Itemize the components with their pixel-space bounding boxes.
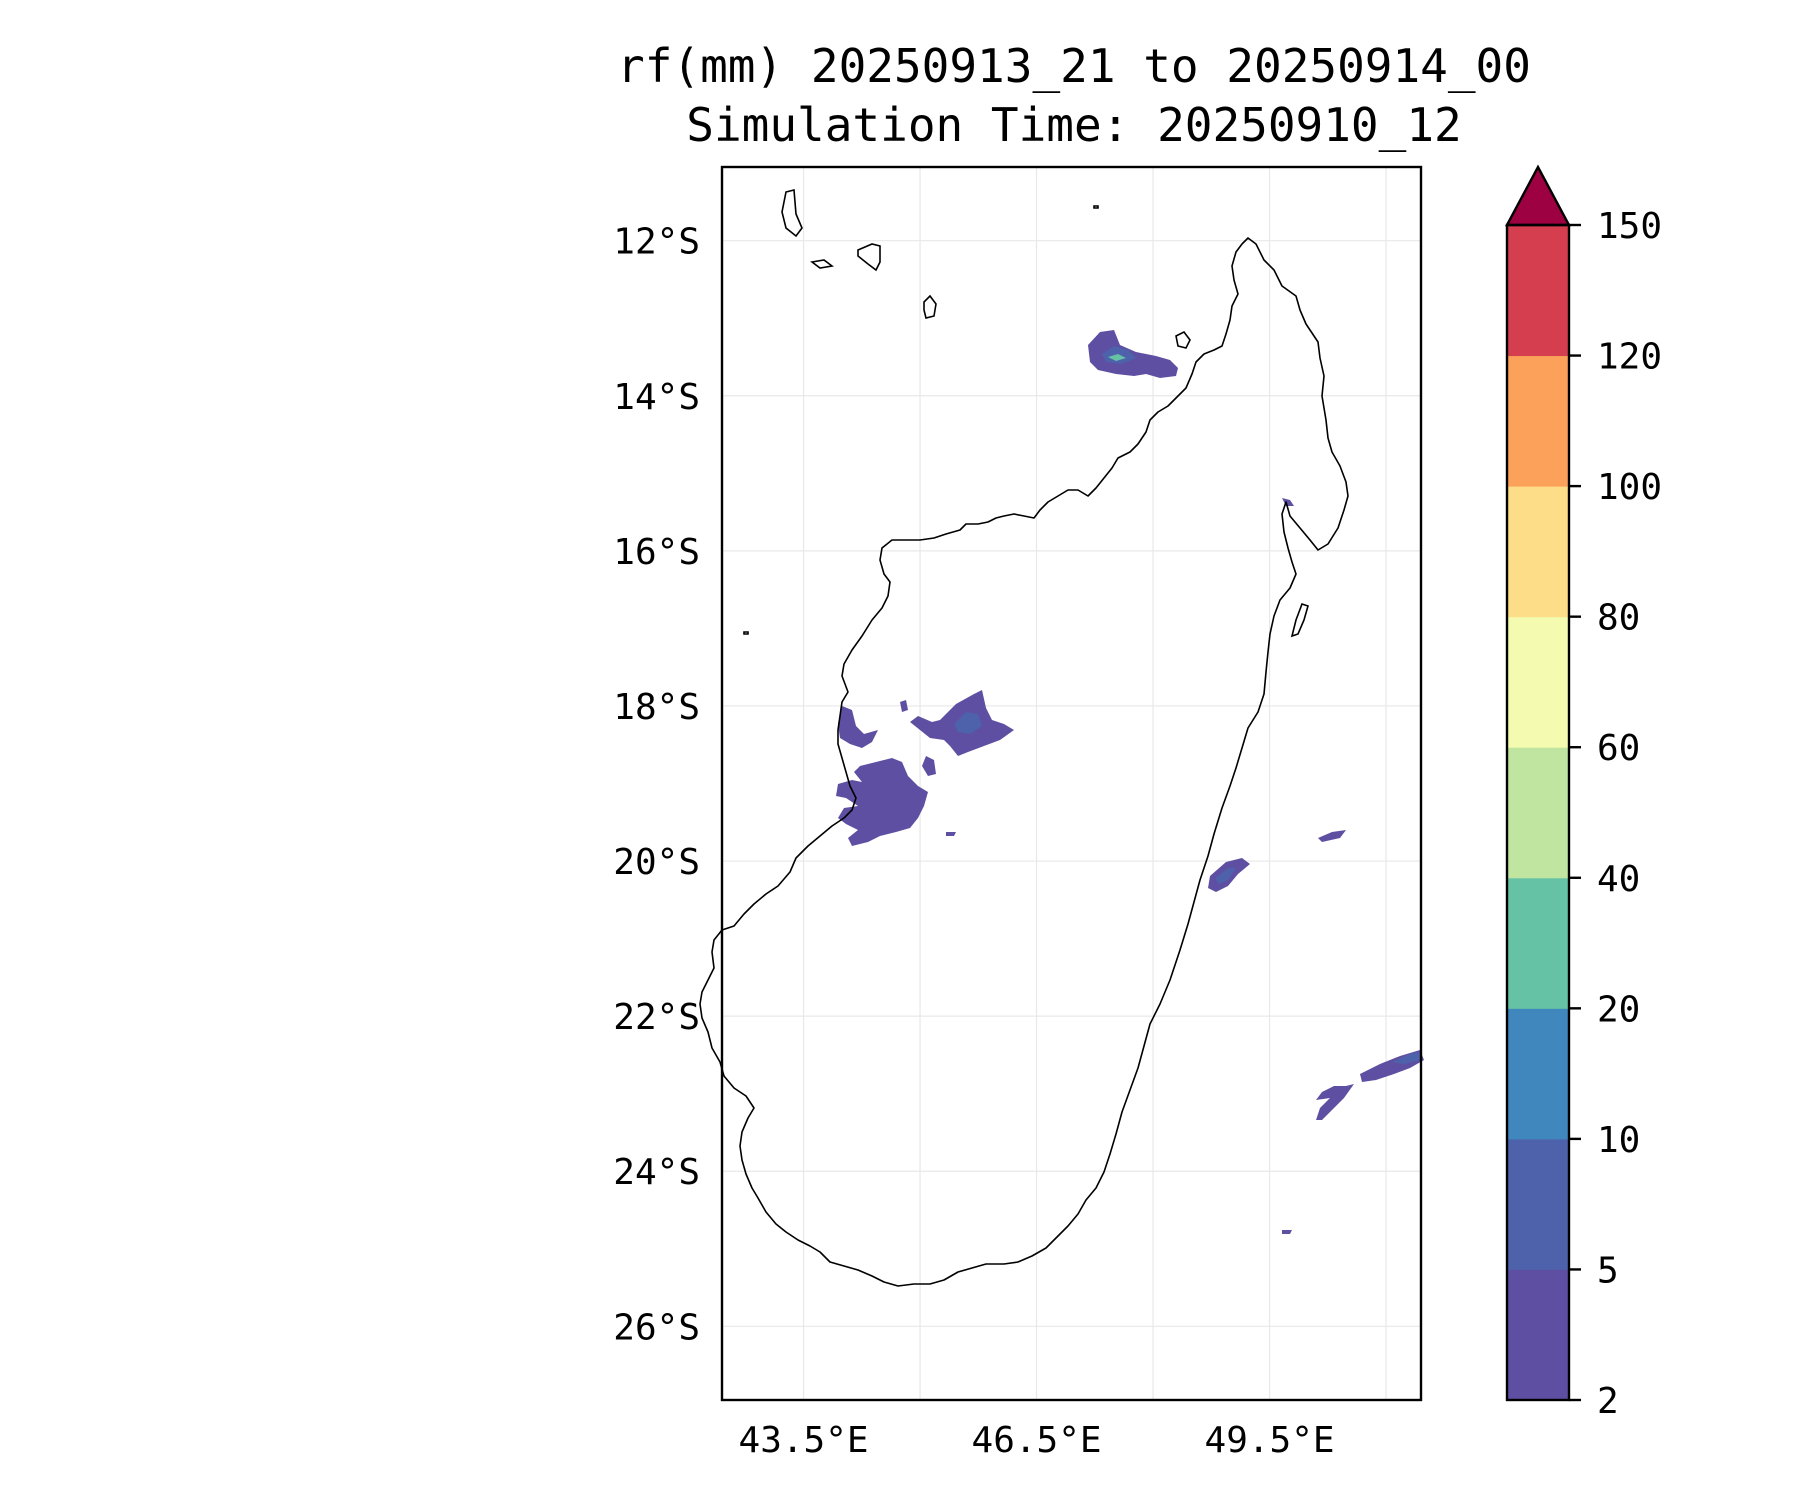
rain-area-west-small bbox=[900, 700, 908, 712]
colorbar-block bbox=[1507, 1138, 1569, 1270]
colorbar-tick-label: 10 bbox=[1597, 1120, 1640, 1161]
coastline-madagascar bbox=[699, 237, 1349, 1287]
rain-area-east-offshore bbox=[1318, 830, 1346, 842]
colorbar-blocks bbox=[1507, 225, 1569, 1401]
colorbar-block bbox=[1507, 616, 1569, 748]
lat-tick-label: 24°S bbox=[613, 1152, 700, 1193]
coastline-sainte-marie bbox=[1290, 602, 1309, 638]
colorbar-tick-label: 120 bbox=[1597, 337, 1662, 378]
colorbar-block bbox=[1507, 1008, 1569, 1140]
lat-tick-label: 18°S bbox=[613, 687, 700, 728]
colorbar-block bbox=[1507, 747, 1569, 879]
rain-area-west-small2 bbox=[922, 756, 936, 776]
lon-tick-label: 43.5°E bbox=[739, 1420, 869, 1461]
rain-area-westcentral-core bbox=[954, 712, 982, 734]
map-panel: 12°S14°S16°S18°S20°S22°S24°S26°S 43.5°E 4… bbox=[613, 165, 1424, 1461]
rain-area-southeast-core bbox=[1392, 1052, 1420, 1064]
colorbar-block bbox=[1507, 355, 1569, 487]
coastline-moheli bbox=[810, 259, 834, 269]
colorbar-block bbox=[1507, 486, 1569, 618]
lon-tick-labels: 43.5°E 46.5°E 49.5°E bbox=[739, 1420, 1335, 1461]
rain-area-west-strip bbox=[838, 706, 878, 748]
lat-tick-label: 14°S bbox=[613, 377, 700, 418]
colorbar-block bbox=[1507, 877, 1569, 1009]
colorbar-tick-label: 80 bbox=[1597, 598, 1640, 639]
coastline-juan-de-nova bbox=[743, 631, 749, 635]
coastline-glorioso bbox=[1093, 205, 1099, 209]
coastlines bbox=[699, 188, 1349, 1287]
coastline-mayotte bbox=[923, 294, 937, 319]
colorbar-tick-label: 2 bbox=[1597, 1381, 1619, 1422]
coastline-grande-comore bbox=[781, 188, 803, 238]
rain-area-west-coast bbox=[836, 758, 928, 846]
colorbar-tick-label: 20 bbox=[1597, 989, 1640, 1030]
colorbar-frame bbox=[1505, 223, 1571, 1402]
rain-area-northwest bbox=[1088, 330, 1178, 378]
colorbar-block bbox=[1507, 1269, 1569, 1401]
plot-title-line1: rf(mm) 20250913_21 to 20250914_00 bbox=[617, 39, 1531, 93]
colorbar: 2 5 10 20 40 60 80 100 120 150 bbox=[1504, 164, 1662, 1422]
rain-area-east-small bbox=[1282, 498, 1294, 506]
rainfall-areas bbox=[836, 330, 1424, 1234]
lat-tick-label: 22°S bbox=[613, 997, 700, 1038]
plot-title-line2: Simulation Time: 20250910_12 bbox=[686, 98, 1461, 152]
colorbar-tick-labels: 2 5 10 20 40 60 80 100 120 150 bbox=[1569, 206, 1662, 1422]
rain-area-east-core bbox=[1216, 868, 1236, 884]
lat-tick-labels: 12°S 14°S 16°S 18°S 20°S 22°S 24°S 26°S bbox=[613, 222, 700, 1349]
lon-tick-label: 46.5°E bbox=[972, 1420, 1102, 1461]
colorbar-tick-label: 100 bbox=[1597, 467, 1662, 508]
lat-tick-label: 26°S bbox=[613, 1307, 700, 1348]
rain-area-southeast2 bbox=[1316, 1084, 1354, 1120]
colorbar-extend-triangle bbox=[1504, 164, 1572, 227]
rain-area-northwest-peak bbox=[1108, 354, 1126, 361]
rain-area-west-coast-dots bbox=[946, 832, 956, 836]
coastline-nosy-be bbox=[1175, 330, 1191, 349]
colorbar-tick-label: 5 bbox=[1597, 1250, 1619, 1291]
colorbar-tick-label: 60 bbox=[1597, 728, 1640, 769]
colorbar-tick-label: 150 bbox=[1597, 206, 1662, 247]
rain-area-south-dot bbox=[1282, 1230, 1292, 1234]
lat-tick-label: 20°S bbox=[613, 842, 700, 883]
lon-tick-label: 49.5°E bbox=[1205, 1420, 1335, 1461]
gridlines bbox=[722, 167, 1421, 1400]
colorbar-block bbox=[1507, 225, 1569, 357]
map-frame bbox=[720, 165, 1423, 1402]
lat-tick-label: 16°S bbox=[613, 532, 700, 573]
colorbar-tick-label: 40 bbox=[1597, 859, 1640, 900]
lat-tick-label: 12°S bbox=[613, 222, 700, 263]
coastline-anjouan bbox=[857, 243, 881, 272]
